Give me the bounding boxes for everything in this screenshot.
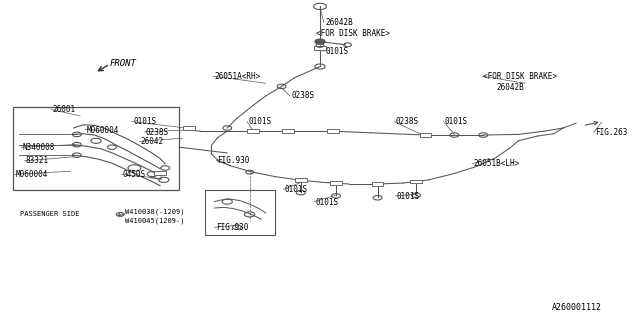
Bar	[183, 126, 195, 130]
Text: 0450S: 0450S	[123, 170, 146, 179]
Text: <FOR DISK BRAKE>: <FOR DISK BRAKE>	[483, 72, 557, 81]
Text: W410045(1209-): W410045(1209-)	[125, 218, 185, 224]
Text: 0101S: 0101S	[325, 47, 348, 56]
Text: M060004: M060004	[16, 170, 49, 179]
Text: FIG.930: FIG.930	[218, 156, 250, 165]
Circle shape	[315, 39, 325, 44]
Text: FIG.263: FIG.263	[595, 128, 628, 137]
Text: FIG.930: FIG.930	[216, 223, 248, 232]
Bar	[327, 129, 339, 133]
Bar	[13, 107, 179, 190]
Text: FRONT: FRONT	[110, 60, 137, 68]
Text: A260001112: A260001112	[552, 303, 602, 312]
Text: 0101S: 0101S	[445, 117, 468, 126]
Bar	[154, 171, 166, 175]
Bar	[410, 180, 422, 183]
Text: 26001: 26001	[52, 105, 76, 114]
Text: 0238S: 0238S	[291, 92, 314, 100]
Text: 26042B: 26042B	[325, 18, 353, 27]
Text: 83321: 83321	[26, 156, 49, 165]
Text: 0101S: 0101S	[248, 117, 271, 126]
Bar	[372, 182, 383, 186]
Bar	[314, 46, 326, 50]
Text: N340008: N340008	[22, 143, 55, 152]
Bar	[282, 129, 294, 133]
Text: PASSENGER SIDE: PASSENGER SIDE	[20, 212, 80, 217]
Bar	[420, 133, 431, 137]
Bar	[247, 129, 259, 133]
Text: W410038(-1209): W410038(-1209)	[125, 209, 185, 215]
Text: <FOR DISK BRAKE>: <FOR DISK BRAKE>	[316, 29, 390, 38]
Text: 0238S: 0238S	[146, 128, 169, 137]
Bar	[205, 190, 275, 235]
Text: 0101S: 0101S	[397, 192, 420, 201]
Text: 26042B: 26042B	[496, 84, 524, 92]
Text: 26051A<RH>: 26051A<RH>	[214, 72, 260, 81]
Text: 0238S: 0238S	[396, 117, 419, 126]
Text: 0101S: 0101S	[133, 117, 156, 126]
Text: M060004: M060004	[86, 126, 119, 135]
Bar	[295, 178, 307, 181]
Text: 0101S: 0101S	[316, 198, 339, 207]
Text: 26051B<LH>: 26051B<LH>	[474, 159, 520, 168]
Bar	[330, 181, 342, 185]
Text: 26042: 26042	[141, 137, 164, 146]
Text: 0101S: 0101S	[285, 185, 308, 194]
